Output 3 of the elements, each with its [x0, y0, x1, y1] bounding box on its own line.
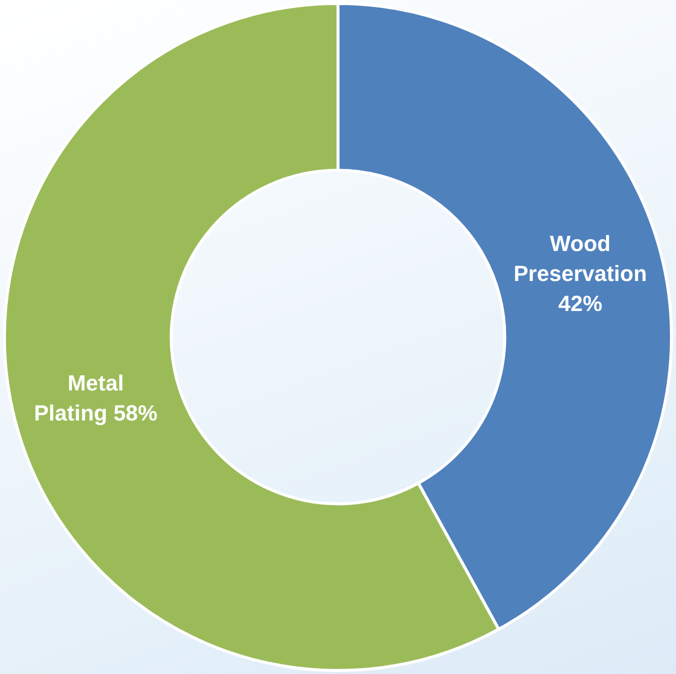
data-label: 42% — [558, 290, 602, 316]
slice-label: Wood Preservation — [514, 230, 647, 286]
slice-label: Metal Plating 58% — [34, 370, 158, 426]
